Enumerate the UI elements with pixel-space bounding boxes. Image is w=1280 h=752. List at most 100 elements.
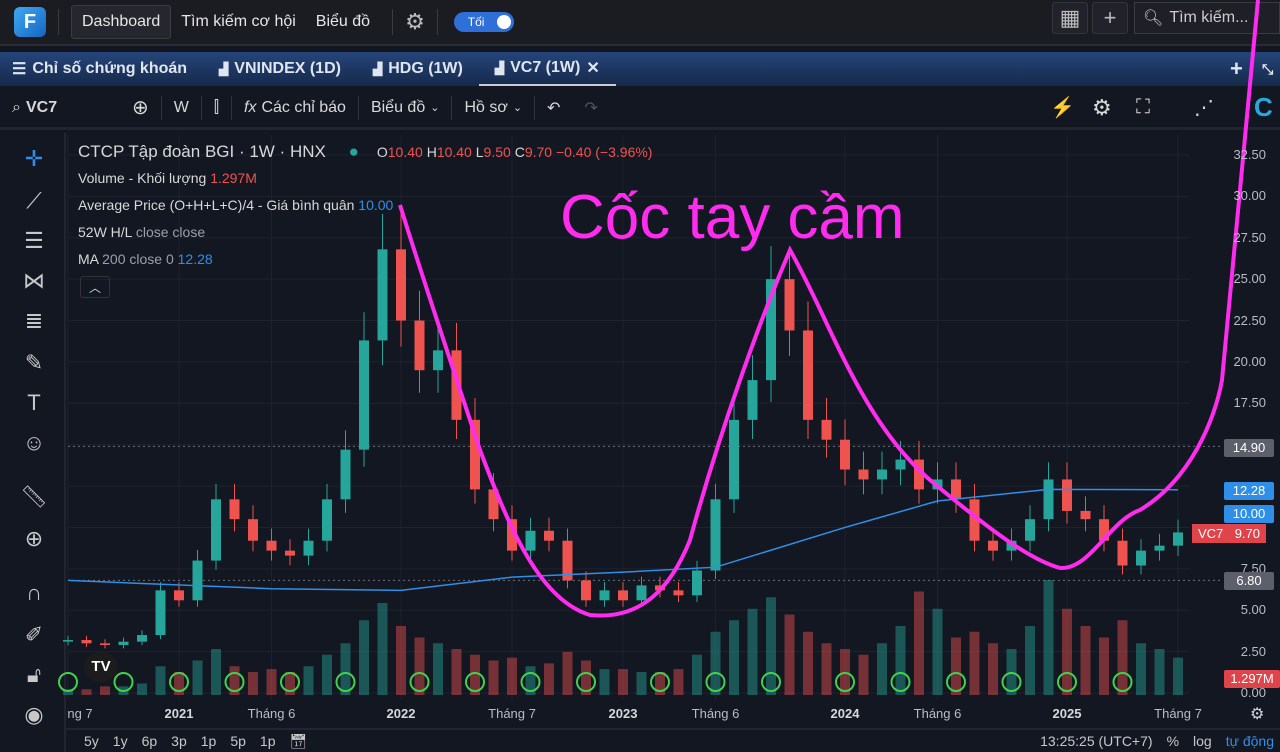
range-3m[interactable]: 3p bbox=[171, 733, 187, 749]
collapse-legend-button[interactable]: ︿ bbox=[80, 276, 110, 298]
share-icon[interactable]: ⋰ bbox=[1194, 97, 1214, 119]
event-marker-icon bbox=[650, 672, 670, 692]
zoom-in-icon[interactable]: ⊕ bbox=[24, 526, 44, 551]
chart-toolbar: ⌕ VC7 ⊕ W ⫿ fx Các chỉ báo Biểu đồ ⌄ Hồ sơ ⌄… bbox=[0, 88, 1280, 130]
hl-params: close close bbox=[135, 224, 206, 240]
candle bbox=[784, 279, 795, 331]
undo-icon[interactable]: ↶ bbox=[547, 99, 561, 117]
candle bbox=[673, 590, 684, 596]
52w-legend[interactable]: 52W H/L close close bbox=[78, 224, 205, 240]
candle bbox=[562, 540, 573, 581]
search-input[interactable]: 🔍︎ Tìm kiếm... bbox=[1134, 2, 1280, 34]
settings-icon[interactable]: ⚙ bbox=[1250, 706, 1265, 723]
app-logo[interactable]: F bbox=[14, 7, 46, 37]
lock-icon[interactable]: 🔓︎ bbox=[26, 662, 42, 687]
volume-bar bbox=[840, 649, 850, 695]
time-tick: 2022 bbox=[386, 706, 416, 721]
grid-layout-icon[interactable]: ▦ bbox=[1052, 2, 1088, 34]
clock[interactable]: 13:25:25 (UTC+7) bbox=[1040, 733, 1153, 749]
crosshair-icon[interactable]: ✛ bbox=[24, 146, 44, 171]
symbol-search[interactable]: ⌕ VC7 bbox=[0, 99, 120, 117]
volume-bar bbox=[100, 686, 110, 695]
range-1y[interactable]: 1y bbox=[112, 733, 128, 749]
range-1m[interactable]: 1p bbox=[200, 733, 217, 749]
event-marker-icon bbox=[835, 672, 855, 692]
text-icon[interactable]: T bbox=[27, 390, 41, 415]
candle bbox=[229, 499, 240, 520]
emoji-icon[interactable]: ☺ bbox=[22, 430, 46, 455]
candle bbox=[618, 590, 628, 601]
time-tick: Tháng 6 bbox=[913, 706, 962, 721]
profile-menu[interactable]: Hồ sơ ⌄ bbox=[452, 99, 534, 117]
volume-legend[interactable]: Volume - Khối lượng 1.297M bbox=[78, 170, 257, 186]
auto-toggle[interactable]: tự động bbox=[1225, 733, 1274, 749]
horizontal-lines-icon[interactable]: ☰ bbox=[24, 228, 44, 253]
brand-logo-icon: C bbox=[1254, 92, 1273, 122]
redo-icon[interactable]: ↷ bbox=[584, 99, 598, 117]
trend-line-icon[interactable]: ⟋ bbox=[26, 188, 42, 213]
volume-bar bbox=[525, 666, 536, 695]
add-icon[interactable]: + bbox=[1092, 2, 1128, 34]
avg-label: Average Price (O+H+L+C)/4 - Giá bình quâ… bbox=[78, 197, 355, 213]
fullscreen-icon[interactable]: ⛶ bbox=[1136, 96, 1150, 118]
gear-icon[interactable]: ⚙ bbox=[405, 9, 425, 34]
volume-bar bbox=[636, 672, 647, 695]
magnet-icon[interactable]: ∩ bbox=[26, 580, 42, 605]
tab-label: HDG (1W) bbox=[388, 60, 463, 77]
compare-add-icon[interactable]: ⊕ bbox=[132, 97, 149, 119]
volume-bar bbox=[1136, 643, 1146, 695]
tab-vnindex[interactable]: ▟ VNINDEX (1D) bbox=[203, 52, 357, 86]
volume-bar bbox=[914, 591, 924, 695]
candle bbox=[655, 585, 665, 591]
range-1d[interactable]: 1p bbox=[259, 733, 276, 749]
interval-button[interactable]: W bbox=[173, 98, 189, 116]
fibonacci-icon[interactable]: ≣ bbox=[24, 308, 44, 333]
add-tab-icon[interactable]: + bbox=[1230, 56, 1243, 81]
low-label: L bbox=[475, 144, 484, 160]
nav-dashboard[interactable]: Dashboard bbox=[71, 5, 172, 39]
nav-charts[interactable]: Biểu đồ bbox=[315, 13, 371, 30]
tab-stock-indices[interactable]: ☰ Chỉ số chứng khoán bbox=[0, 52, 203, 86]
candle bbox=[1117, 540, 1128, 566]
lock-drawing-icon[interactable]: ✐ bbox=[24, 622, 44, 647]
range-5d[interactable]: 5p bbox=[230, 733, 246, 749]
event-marker-icon bbox=[113, 672, 134, 692]
price-tick: 20.00 bbox=[1233, 353, 1266, 369]
quick-search-icon[interactable]: ⚡ bbox=[1050, 97, 1075, 119]
eye-icon[interactable]: ◉ bbox=[24, 702, 44, 727]
ruler-icon[interactable]: 📏︎ bbox=[20, 484, 48, 509]
volume-bar bbox=[118, 686, 129, 695]
event-marker-icon bbox=[761, 672, 781, 692]
price-tick: 17.50 bbox=[1233, 395, 1266, 411]
volume-bar bbox=[1006, 649, 1017, 695]
ma200-line bbox=[67, 488, 1179, 592]
brush-icon[interactable]: ✎ bbox=[24, 350, 44, 375]
tab-hdg[interactable]: ▟ HDG (1W) bbox=[357, 52, 479, 86]
price-tick: 30.00 bbox=[1233, 188, 1266, 204]
settings-icon[interactable]: ⚙ bbox=[1092, 94, 1112, 120]
candle bbox=[710, 499, 721, 571]
time-tick: Tháng 6 bbox=[247, 706, 296, 721]
range-6m[interactable]: 6p bbox=[141, 733, 158, 749]
avg-price-legend[interactable]: Average Price (O+H+L+C)/4 - Giá bình quâ… bbox=[78, 197, 393, 213]
indicators-button[interactable]: fx Các chỉ báo bbox=[232, 99, 358, 117]
candle bbox=[248, 519, 258, 541]
candle-type-icon[interactable]: ⫿ bbox=[213, 98, 219, 116]
ma-legend[interactable]: MA 200 close 0 12.28 bbox=[78, 251, 213, 267]
volume-bar bbox=[766, 597, 776, 695]
tab-vc7[interactable]: ▟ VC7 (1W) ✕ bbox=[478, 52, 616, 86]
chart-menu[interactable]: Biểu đồ ⌄ bbox=[359, 99, 451, 117]
close-icon[interactable]: ✕ bbox=[586, 60, 600, 77]
candle bbox=[747, 380, 758, 420]
log-toggle[interactable]: log bbox=[1193, 733, 1212, 749]
calendar-icon[interactable]: 📅︎ bbox=[289, 732, 308, 749]
collapse-icon[interactable]: ⤡ bbox=[1262, 60, 1274, 77]
theme-toggle[interactable]: Tối bbox=[453, 12, 514, 32]
range-5y[interactable]: 5y bbox=[84, 733, 99, 749]
pattern-icon[interactable]: ⋈ bbox=[23, 268, 45, 293]
percent-toggle[interactable]: % bbox=[1166, 733, 1180, 749]
volume-bar bbox=[784, 614, 795, 695]
nav-opportunity-search[interactable]: Tìm kiếm cơ hội bbox=[181, 13, 296, 30]
volume-bar bbox=[1062, 608, 1072, 695]
annotation-text[interactable]: Cốc tay cầm bbox=[560, 183, 905, 252]
